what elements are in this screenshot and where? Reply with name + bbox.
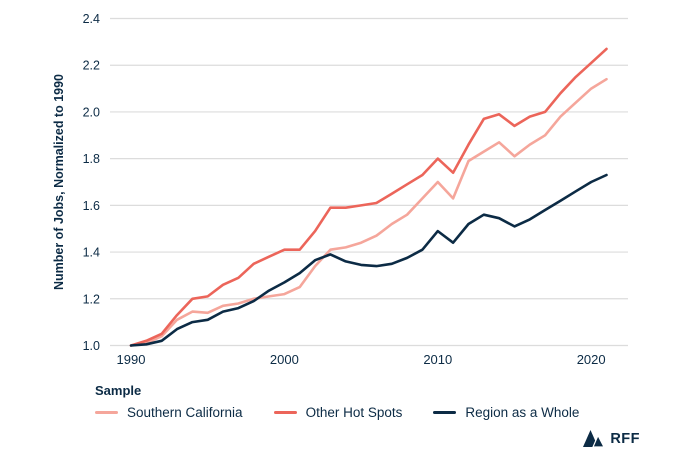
legend-item-southern-california: Southern California [95, 405, 243, 420]
y-tick-label-1.4: 1.4 [83, 246, 100, 260]
legend-label-other-hot-spots: Other Hot Spots [305, 405, 403, 420]
legend-label-region-as-a-whole: Region as a Whole [465, 405, 580, 420]
y-tick-label-1.6: 1.6 [83, 199, 100, 213]
legend-swatch-other-hot-spots-icon [273, 410, 297, 415]
y-tick-label-1.8: 1.8 [83, 152, 100, 166]
legend: Sample Southern California Other Hot Spo… [95, 383, 579, 420]
x-tick-label-2020: 2020 [577, 352, 606, 367]
legend-items: Southern California Other Hot Spots Regi… [95, 405, 579, 420]
series-line-other-hot-spots [129, 47, 608, 347]
y-tick-label-2.4: 2.4 [83, 12, 100, 26]
y-tick-label-2.2: 2.2 [83, 59, 100, 73]
legend-item-other-hot-spots: Other Hot Spots [273, 405, 403, 420]
y-tick-label-2.0: 2.0 [83, 105, 100, 119]
x-tick-label-2000: 2000 [270, 352, 299, 367]
legend-title: Sample [95, 383, 142, 398]
legend-swatch-southern-california-icon [95, 410, 118, 415]
y-tick-label-1.2: 1.2 [83, 292, 100, 306]
x-tick-label-2010: 2010 [423, 352, 452, 367]
jobs-line-chart: 1.0 1.2 1.4 1.6 1.8 2.0 2.2 2.4 1990 2000 2010 2020… [52, 12, 628, 367]
rff-logo: RFF [583, 430, 640, 447]
legend-item-region-as-a-whole: Region as a Whole [433, 405, 579, 420]
y-tick-label-1.0: 1.0 [83, 339, 100, 353]
rff-logo-text: RFF [610, 430, 640, 447]
series-line-southern-california [129, 77, 608, 347]
y-axis-label: Number of Jobs, Normalized to 1990 [52, 74, 66, 290]
x-tick-label-1990: 1990 [117, 352, 146, 367]
legend-label-southern-california: Southern California [127, 405, 243, 420]
series-line-region-as-a-whole [129, 173, 608, 347]
mountain-icon [583, 430, 605, 447]
legend-swatch-region-as-a-whole-icon [433, 410, 457, 415]
